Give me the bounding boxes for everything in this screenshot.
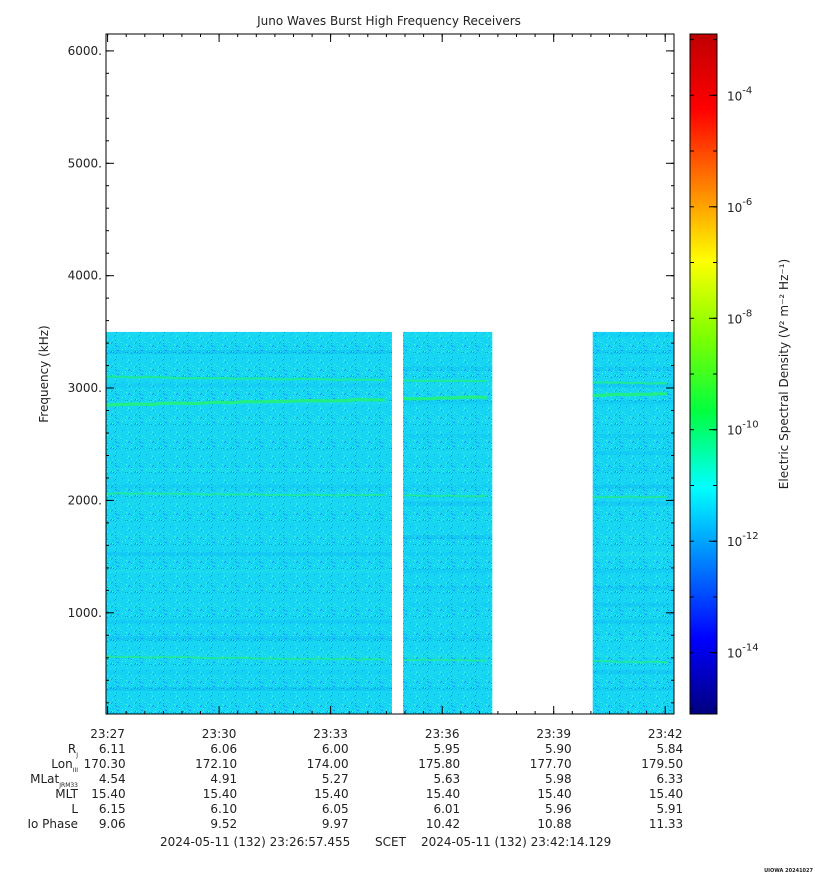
x-tick-label: 23:30 bbox=[202, 727, 237, 741]
ephemeris-value: 172.10 bbox=[195, 757, 237, 771]
emission-line-1-seg-2 bbox=[403, 379, 487, 383]
y-tick-label: 1000. bbox=[68, 606, 102, 620]
colorbar-tick-label: 10-14 bbox=[727, 643, 759, 661]
colorbar-gradient bbox=[689, 33, 718, 715]
ephemeris-value: 175.80 bbox=[418, 757, 460, 771]
ephemeris-value: 5.63 bbox=[433, 772, 460, 786]
x-tick-label: 23:33 bbox=[313, 727, 348, 741]
ephemeris-value: 9.97 bbox=[322, 817, 349, 831]
colorbar-tick-label: 10-8 bbox=[727, 308, 752, 326]
ephemeris-value: 10.42 bbox=[426, 817, 460, 831]
ephemeris-value: 5.84 bbox=[656, 742, 683, 756]
ephemeris-value: 5.95 bbox=[433, 742, 460, 756]
ephemeris-value: 15.40 bbox=[649, 787, 683, 801]
ephemeris-row-label: RJ bbox=[68, 742, 78, 759]
ephemeris-value: 6.15 bbox=[99, 802, 126, 816]
x-axis: 23:27 23:30 23:33 23:36 23:39 23:42 bbox=[90, 34, 682, 741]
emission-line-2-seg-2 bbox=[403, 395, 487, 401]
ephemeris-value: 5.90 bbox=[545, 742, 572, 756]
x-tick-label: 23:42 bbox=[648, 727, 683, 741]
emission-line-4-seg-2 bbox=[403, 658, 487, 662]
ephemeris-value: 9.52 bbox=[210, 817, 237, 831]
x-tick-label: 23:39 bbox=[536, 727, 571, 741]
ephemeris-value: 6.10 bbox=[210, 802, 237, 816]
ephemeris-value: 177.70 bbox=[530, 757, 572, 771]
data-segment-1 bbox=[106, 331, 392, 714]
footer-start-time: 2024-05-11 (132) 23:26:57.455 bbox=[160, 835, 350, 849]
x-tick-label: 23:36 bbox=[425, 727, 460, 741]
ephemeris-value: 6.05 bbox=[322, 802, 349, 816]
ephemeris-value: 174.00 bbox=[307, 757, 349, 771]
ephemeris-value: 6.06 bbox=[210, 742, 237, 756]
ephemeris-value: 179.50 bbox=[641, 757, 683, 771]
y-tick-label: 2000. bbox=[68, 493, 102, 507]
ephemeris-value: 5.27 bbox=[322, 772, 349, 786]
watermark: UIOWA 20241027 bbox=[764, 868, 813, 874]
chart-title: Juno Waves Burst High Frequency Receiver… bbox=[256, 14, 521, 28]
y-tick-label: 6000. bbox=[68, 44, 102, 58]
x-tick-label: 23:27 bbox=[90, 727, 125, 741]
y-tick-label: 4000. bbox=[68, 269, 102, 283]
ephemeris-value: 5.96 bbox=[545, 802, 572, 816]
ephemeris-value: 4.91 bbox=[210, 772, 237, 786]
ephemeris-value: 15.40 bbox=[91, 787, 125, 801]
ephemeris-row-label: Io Phase bbox=[27, 817, 78, 831]
ephemeris-row-label: MLatJRM33 bbox=[30, 772, 78, 789]
colorbar-tick-label: 10-6 bbox=[727, 197, 752, 215]
ephemeris-value: 170.30 bbox=[84, 757, 126, 771]
emission-line-3-seg-3 bbox=[592, 495, 668, 499]
ephemeris-value: 15.40 bbox=[426, 787, 460, 801]
emission-line-2-seg-3 bbox=[592, 392, 668, 397]
footer-end-time: 2024-05-11 (132) 23:42:14.129 bbox=[421, 835, 611, 849]
ephemeris-row-label: MLT bbox=[55, 787, 78, 801]
emission-line-3-seg-1 bbox=[105, 492, 385, 497]
emission-line-3-seg-2 bbox=[403, 494, 487, 498]
ephemeris-value: 5.98 bbox=[545, 772, 572, 786]
ephemeris-table: RJ 6.11 6.06 6.00 5.95 5.90 5.84 LonIII 170.30 17… bbox=[27, 742, 683, 831]
colorbar-label: Electric Spectral Density (V² m⁻² Hz⁻¹) bbox=[777, 259, 791, 489]
y-tick-label: 3000. bbox=[68, 381, 102, 395]
colorbar-tick-label: 10-12 bbox=[727, 531, 759, 549]
ephemeris-value: 4.54 bbox=[99, 772, 126, 786]
plot-frame bbox=[105, 33, 675, 715]
ephemeris-value: 5.91 bbox=[656, 802, 683, 816]
ephemeris-value: 10.88 bbox=[537, 817, 571, 831]
spectrogram-data bbox=[105, 331, 674, 714]
ephemeris-value: 15.40 bbox=[314, 787, 348, 801]
emission-line-2-seg-1 bbox=[105, 397, 385, 407]
ephemeris-row-label: LonIII bbox=[51, 757, 78, 774]
ephemeris-value: 15.40 bbox=[203, 787, 237, 801]
emission-line-4-seg-3 bbox=[592, 660, 668, 664]
y-axis-label: Frequency (kHz) bbox=[37, 325, 51, 422]
y-tick-label: 5000. bbox=[68, 156, 102, 170]
colorbar-tick-label: 10-4 bbox=[727, 85, 752, 103]
ephemeris-row-label: L bbox=[71, 802, 78, 816]
ephemeris-value: 6.00 bbox=[322, 742, 349, 756]
colorbar: 10-4 10-6 10-8 10-10 10-12 10-14 bbox=[689, 33, 759, 715]
ephemeris-value: 15.40 bbox=[537, 787, 571, 801]
emission-line-4-seg-1 bbox=[105, 655, 385, 661]
footer-scet: SCET bbox=[375, 835, 407, 849]
emission-line-1-seg-1 bbox=[105, 375, 385, 382]
ephemeris-value: 6.01 bbox=[433, 802, 460, 816]
ephemeris-value: 9.06 bbox=[99, 817, 126, 831]
ephemeris-value: 11.33 bbox=[649, 817, 683, 831]
ephemeris-value: 6.33 bbox=[656, 772, 683, 786]
ephemeris-value: 6.11 bbox=[99, 742, 126, 756]
emission-line-1-seg-3 bbox=[592, 381, 668, 385]
colorbar-tick-label: 10-10 bbox=[727, 420, 759, 438]
y-axis: 1000. 2000. 3000. 4000. 5000. 6000. bbox=[68, 44, 674, 704]
